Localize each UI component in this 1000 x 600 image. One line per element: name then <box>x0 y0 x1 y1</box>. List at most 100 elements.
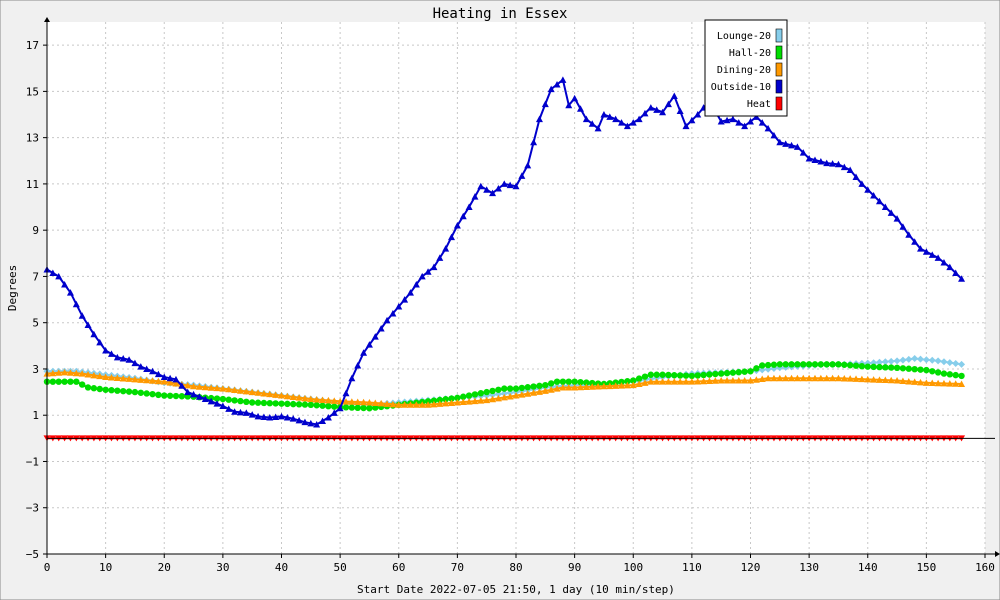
data-point-outside-10 <box>201 395 209 403</box>
data-point-dining-20 <box>547 386 555 393</box>
data-point-hall-20 <box>589 379 596 387</box>
data-point-outside-10 <box>512 182 520 190</box>
data-point-dining-20 <box>565 383 573 391</box>
data-point-outside-10 <box>688 116 696 124</box>
data-point-outside-10 <box>788 141 796 149</box>
data-point-outside-10 <box>61 281 69 288</box>
data-point-hall-20 <box>747 368 754 375</box>
data-point-outside-10 <box>471 193 479 200</box>
data-point-dining-20 <box>160 378 168 385</box>
data-point-outside-10 <box>530 138 538 146</box>
data-point-dining-20 <box>582 383 590 390</box>
data-point-dining-20 <box>137 376 145 383</box>
data-point-outside-10 <box>125 356 133 363</box>
data-point-hall-20 <box>923 366 930 374</box>
data-point-outside-10 <box>952 269 960 276</box>
data-point-dining-20 <box>406 401 414 408</box>
data-point-outside-10 <box>84 321 92 329</box>
data-point-outside-10 <box>119 355 127 362</box>
data-point-hall-20 <box>460 393 467 400</box>
data-point-hall-20 <box>671 372 678 379</box>
data-point-hall-20 <box>55 378 62 385</box>
data-point-outside-10 <box>747 117 754 125</box>
data-point-hall-20 <box>905 365 912 372</box>
data-point-hall-20 <box>712 370 719 378</box>
data-point-dining-20 <box>559 383 567 391</box>
data-point-dining-20 <box>190 382 198 390</box>
data-point-dining-20 <box>471 397 479 405</box>
grid <box>46 22 986 555</box>
data-point-outside-10 <box>324 414 332 421</box>
data-point-outside-10 <box>365 341 373 348</box>
data-point-outside-10 <box>448 233 456 241</box>
data-point-outside-10 <box>641 109 649 117</box>
data-point-outside-10 <box>406 289 414 296</box>
data-point-hall-20 <box>882 364 889 371</box>
data-point-dining-20 <box>254 389 262 396</box>
data-point-hall-20 <box>911 365 918 373</box>
data-point-outside-10 <box>922 248 930 255</box>
data-point-outside-10 <box>213 400 221 407</box>
data-point-hall-20 <box>852 362 860 369</box>
data-point-dining-20 <box>840 374 848 382</box>
data-point-outside-10 <box>489 189 497 197</box>
data-point-outside-10 <box>852 173 860 180</box>
data-point-dining-20 <box>805 374 813 382</box>
data-point-dining-20 <box>113 374 121 381</box>
y-tick-label: 5 <box>32 317 39 330</box>
data-point-outside-10 <box>154 370 162 378</box>
data-point-dining-20 <box>629 381 637 389</box>
data-point-dining-20 <box>870 376 878 383</box>
data-point-hall-20 <box>811 361 819 368</box>
data-point-dining-20 <box>875 376 883 383</box>
data-point-outside-10 <box>283 414 291 421</box>
data-point-outside-10 <box>412 281 420 288</box>
data-point-outside-10 <box>893 215 901 222</box>
x-tick-label: 160 <box>975 561 995 574</box>
data-point-outside-10 <box>319 417 327 424</box>
x-tick-label: 30 <box>216 561 229 574</box>
data-point-outside-10 <box>670 92 678 100</box>
data-point-outside-10 <box>817 158 825 165</box>
data-point-lounge-20 <box>940 358 948 366</box>
data-point-hall-20 <box>735 368 742 376</box>
data-point-outside-10 <box>741 122 749 130</box>
data-point-hall-20 <box>794 361 801 368</box>
data-point-hall-20 <box>78 381 86 388</box>
legend-label-hall-20: Hall-20 <box>729 48 771 59</box>
data-point-hall-20 <box>723 369 731 377</box>
data-point-hall-20 <box>665 371 672 379</box>
data-point-hall-20 <box>893 364 901 371</box>
data-point-hall-20 <box>729 369 737 376</box>
data-point-hall-20 <box>501 385 508 392</box>
data-point-outside-10 <box>295 416 303 424</box>
data-point-dining-20 <box>125 375 133 382</box>
data-point-dining-20 <box>219 385 227 392</box>
data-point-dining-20 <box>377 399 385 407</box>
data-point-dining-20 <box>928 379 936 387</box>
data-point-hall-20 <box>553 378 561 385</box>
data-point-hall-20 <box>161 392 168 399</box>
data-point-outside-10 <box>899 223 907 230</box>
data-point-dining-20 <box>711 377 719 384</box>
data-point-hall-20 <box>90 385 98 392</box>
data-point-dining-20 <box>465 398 473 405</box>
data-point-outside-10 <box>383 316 391 324</box>
data-point-outside-10 <box>336 404 344 412</box>
data-point-outside-10 <box>829 160 837 167</box>
data-point-dining-20 <box>96 372 104 380</box>
data-point-dining-20 <box>418 401 426 408</box>
data-point-dining-20 <box>231 386 239 394</box>
y-tick-label: −1 <box>26 455 39 468</box>
data-point-outside-10 <box>424 268 432 275</box>
data-point-hall-20 <box>137 389 144 396</box>
data-point-hall-20 <box>213 395 221 402</box>
data-point-outside-10 <box>758 119 766 126</box>
data-point-hall-20 <box>319 402 326 409</box>
data-point-outside-10 <box>524 161 532 169</box>
axes: 0 10 20 30 40 50 60 70 80 90 100 110 120 130 140 150 160… <box>26 17 1000 574</box>
data-point-dining-20 <box>289 393 297 400</box>
data-point-dining-20 <box>143 376 151 384</box>
data-point-hall-20 <box>618 378 625 386</box>
